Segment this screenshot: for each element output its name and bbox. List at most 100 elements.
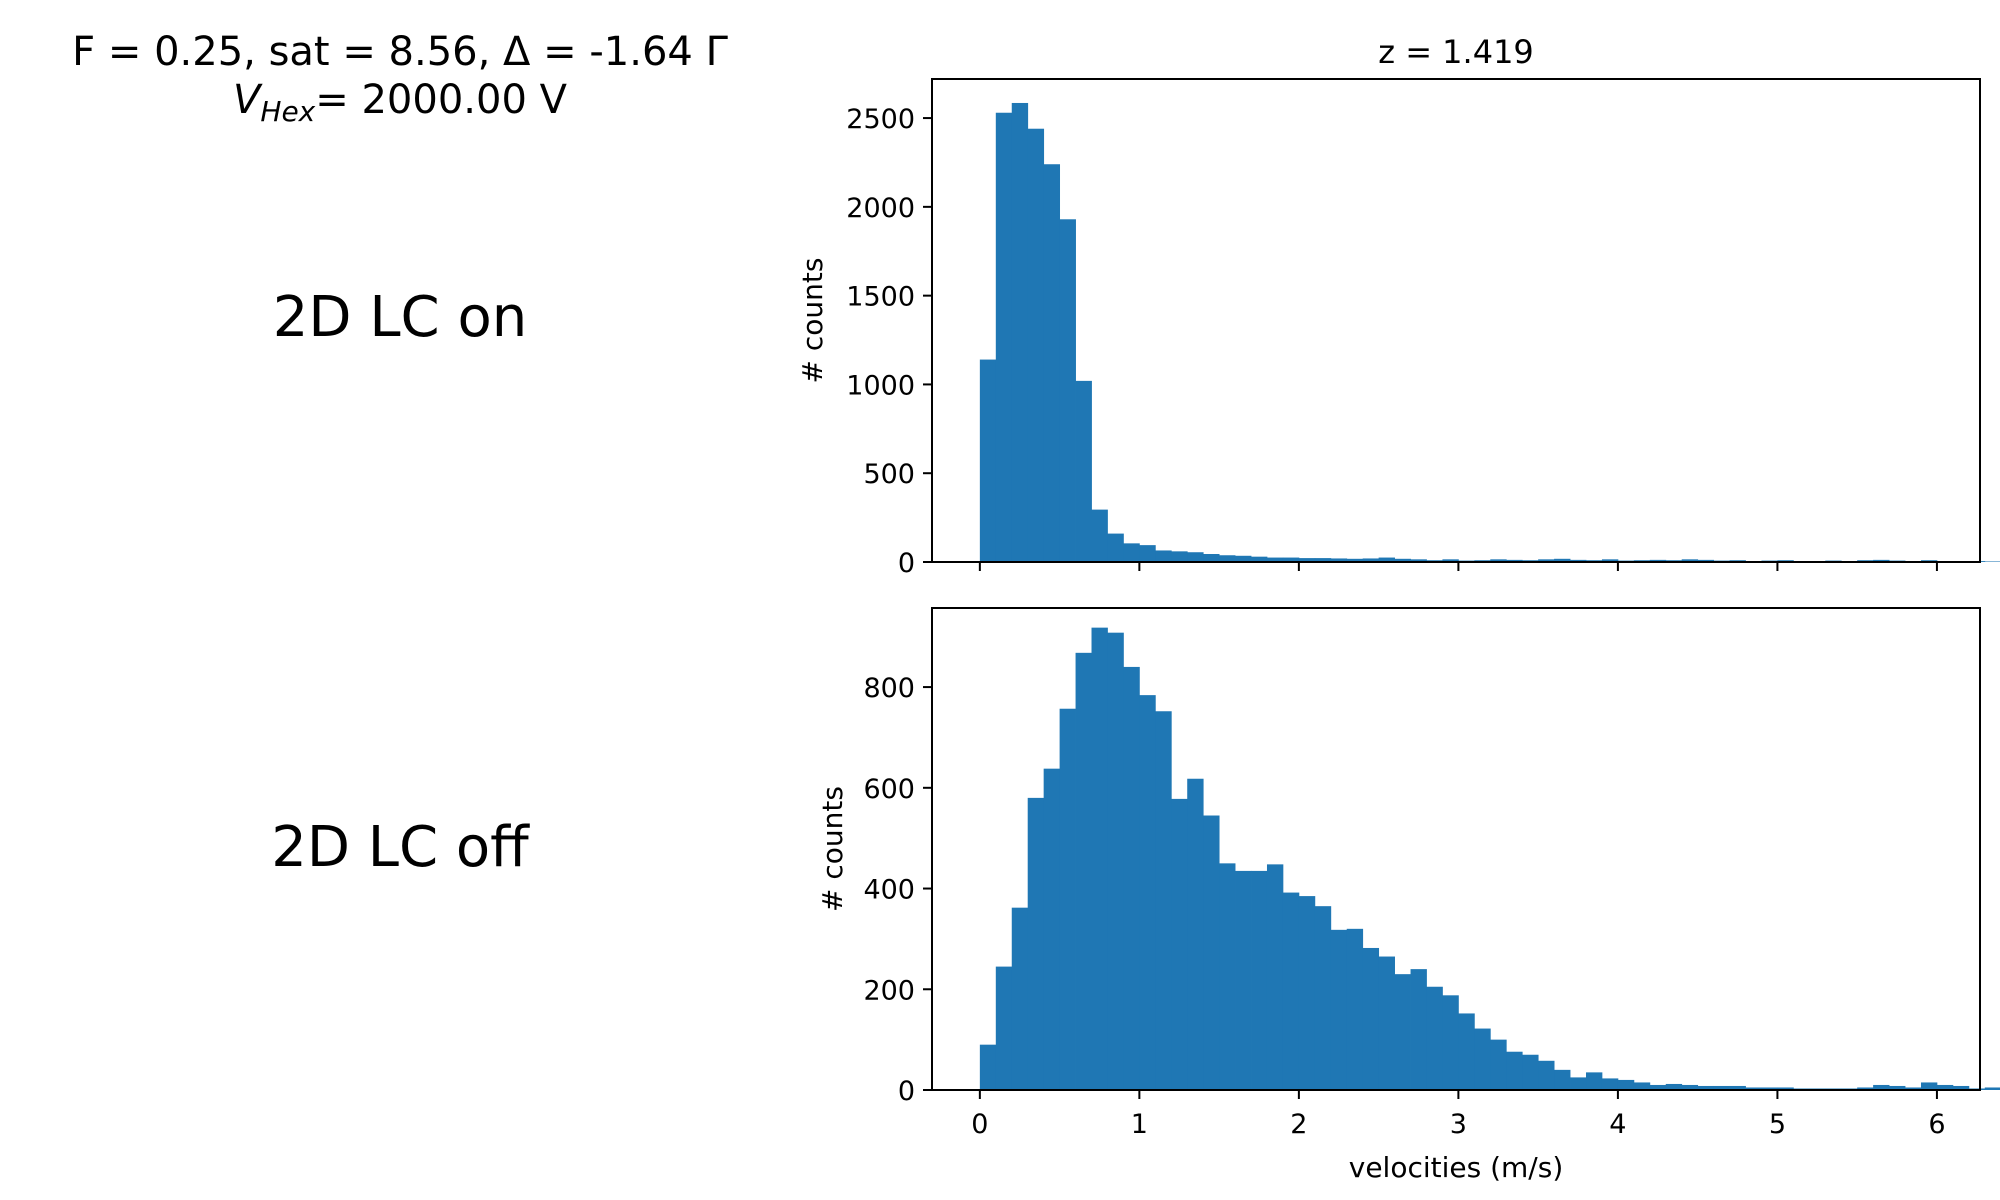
y-tick-label-top: 0	[898, 548, 915, 579]
axes-frame-top	[931, 78, 1981, 563]
histogram-bar-bottom	[1123, 666, 1140, 1090]
histogram-bar-bottom	[1490, 1039, 1507, 1090]
histogram-bar-bottom	[1633, 1082, 1651, 1090]
histogram-bar-bottom	[1298, 896, 1316, 1090]
histogram-bar-bottom	[1091, 627, 1108, 1090]
x-tick-label-bottom: 0	[971, 1109, 988, 1140]
histogram-bar-top	[1219, 555, 1236, 562]
histogram-bar-bottom	[1330, 929, 1348, 1090]
histogram-bar-bottom	[1155, 711, 1172, 1090]
histogram-bar-top	[1139, 545, 1156, 562]
histogram-bar-top	[1155, 550, 1172, 562]
histogram-bar-top	[1346, 558, 1364, 562]
histogram-bar-top	[1697, 559, 1715, 562]
histogram-bar-top	[1506, 559, 1523, 562]
figure-header-line2: VHex= 2000.00 V	[0, 77, 800, 126]
histogram-bar-bottom	[1745, 1087, 1762, 1090]
histogram-bar-bottom	[1777, 1087, 1794, 1090]
x-tick-label-bottom: 4	[1609, 1109, 1626, 1140]
histogram-bar-bottom	[1314, 906, 1332, 1090]
histogram-bar-bottom	[995, 966, 1013, 1090]
histogram-bar-top	[995, 112, 1013, 563]
histogram-bar-top	[1059, 219, 1076, 562]
voltage-symbol: V	[233, 77, 261, 123]
y-tick-label-bottom: 400	[863, 875, 915, 906]
histogram-bar-top	[1570, 559, 1587, 562]
histogram-bar-bottom	[1713, 1085, 1730, 1090]
histogram-bar-top	[1235, 555, 1252, 562]
histogram-bar-bottom	[1219, 863, 1236, 1090]
histogram-bar-bottom	[1251, 870, 1268, 1090]
y-tick-label-bottom: 200	[863, 975, 915, 1006]
y-tick-label-top: 2000	[846, 193, 915, 224]
histogram-bar-top	[1394, 558, 1411, 562]
histogram-bar-bottom	[1554, 1069, 1571, 1090]
histogram-bar-top	[1075, 380, 1092, 562]
histogram-bar-top	[1314, 558, 1332, 562]
histogram-bar-bottom	[1936, 1084, 1954, 1090]
y-tick-label-bottom: 800	[863, 673, 915, 704]
x-tick-label-bottom: 3	[1450, 1109, 1467, 1140]
histogram-bar-bottom	[1442, 995, 1459, 1090]
histogram-bar-bottom	[1059, 708, 1076, 1090]
histogram-bar-bottom	[1043, 768, 1061, 1090]
histogram-bar-top	[1649, 559, 1667, 562]
x-tick-label-bottom: 1	[1131, 1109, 1148, 1140]
y-tick-label-top: 2500	[846, 104, 915, 135]
histogram-bar-top	[1171, 551, 1188, 562]
histogram-bar-bottom	[1873, 1084, 1890, 1090]
histogram-bar-bottom	[1362, 947, 1380, 1090]
histogram-bar-bottom	[1920, 1082, 1938, 1090]
histogram-bar-bottom	[1011, 907, 1029, 1090]
histogram-bar-bottom	[1570, 1077, 1587, 1090]
histogram-bar-bottom	[1697, 1085, 1715, 1090]
histogram-bar-bottom	[1522, 1054, 1539, 1090]
histogram-bar-top	[1554, 558, 1571, 562]
histogram-bar-top	[1873, 559, 1890, 562]
y-tick-label-bottom: 0	[898, 1076, 915, 1107]
histogram-bar-bottom	[1681, 1084, 1699, 1090]
histogram-bar-top	[1011, 102, 1029, 563]
chart-title: z = 1.419	[1378, 33, 1534, 71]
histogram-bar-bottom	[1905, 1087, 1922, 1090]
histogram-bar-bottom	[1601, 1078, 1619, 1090]
histogram-bar-bottom	[1282, 892, 1300, 1090]
y-axis-label-top: # counts	[796, 258, 829, 384]
y-tick-label-bottom: 600	[863, 774, 915, 805]
histogram-bar-top	[1410, 559, 1427, 562]
histogram-bar-bottom	[1474, 1028, 1491, 1090]
histogram-bar-bottom	[1538, 1060, 1555, 1090]
histogram-bar-bottom	[1761, 1087, 1778, 1090]
histogram-bar-bottom	[1346, 928, 1364, 1090]
y-tick-label-top: 1000	[846, 370, 915, 401]
histogram-bar-top	[1362, 558, 1380, 562]
y-tick-label-top: 500	[863, 459, 915, 490]
x-tick-label-bottom: 6	[1928, 1109, 1945, 1140]
histogram-bar-top	[1043, 164, 1061, 562]
histogram-bar-bottom	[1203, 815, 1220, 1090]
histogram-bar-top	[1203, 554, 1220, 562]
histogram-bar-bottom	[1171, 798, 1188, 1090]
histogram-bar-bottom	[1984, 1087, 2000, 1090]
histogram-bar-bottom	[1187, 778, 1204, 1090]
histogram-bar-top	[1282, 557, 1300, 562]
label-2d-lc-off: 2D LC off	[271, 815, 529, 880]
histogram-bar-top	[1378, 557, 1395, 562]
histogram-bar-bottom	[1889, 1085, 1906, 1090]
histogram-bar-bottom	[1426, 986, 1443, 1090]
histogram-bar-top	[1490, 559, 1507, 562]
histogram-bar-bottom	[979, 1044, 997, 1090]
histogram-bar-bottom	[1378, 956, 1395, 1090]
histogram-bar-top	[1298, 558, 1316, 562]
histogram-bar-top	[1330, 558, 1348, 562]
histogram-bar-bottom	[1027, 797, 1045, 1090]
x-tick-label-bottom: 5	[1769, 1109, 1786, 1140]
histogram-bar-bottom	[1458, 1013, 1475, 1090]
histogram-bar-top	[1538, 559, 1555, 562]
histogram-bar-bottom	[1266, 864, 1284, 1090]
histogram-bar-bottom	[1617, 1079, 1635, 1090]
axes-frame-bottom	[931, 607, 1981, 1091]
y-axis-label-bottom: # counts	[816, 786, 849, 912]
histogram-bar-bottom	[1394, 974, 1411, 1090]
